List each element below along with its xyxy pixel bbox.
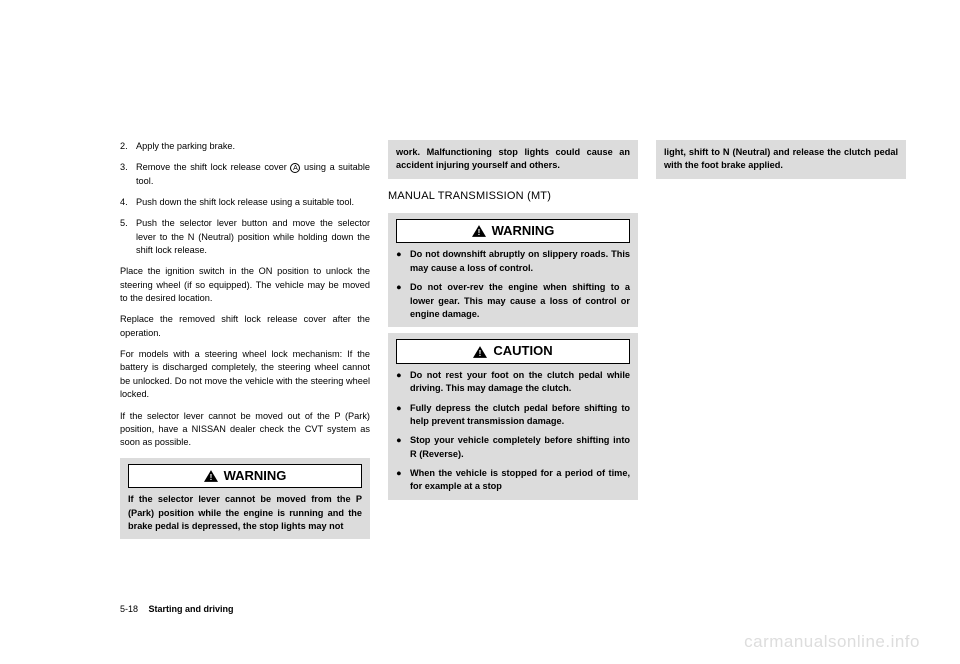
warning-text: If the selector lever cannot be moved fr… <box>128 493 362 533</box>
bullet-text: Do not downshift abruptly on slippery ro… <box>410 248 630 275</box>
bullet-icon: ● <box>396 434 410 461</box>
section-title: MANUAL TRANSMISSION (MT) <box>388 189 638 205</box>
caution-label: CAUTION <box>493 342 552 361</box>
list-number: 3. <box>120 161 136 188</box>
list-text: Push down the shift lock release using a… <box>136 196 370 209</box>
warning-header: ! WARNING <box>396 219 630 244</box>
bullet-item: ● Do not downshift abruptly on slippery … <box>396 248 630 275</box>
warning-label: WARNING <box>492 222 555 241</box>
bullet-text: Do not rest your foot on the clutch peda… <box>410 369 630 396</box>
paragraph: For models with a steering wheel lock me… <box>120 348 370 401</box>
list-text: Remove the shift lock release cover A us… <box>136 161 370 188</box>
list-item: 4. Push down the shift lock release usin… <box>120 196 370 209</box>
section-name: Starting and driving <box>149 604 234 614</box>
svg-text:!: ! <box>479 349 482 358</box>
paragraph: Place the ignition switch in the ON posi… <box>120 265 370 305</box>
bullet-item: ● Do not over-rev the engine when shifti… <box>396 281 630 321</box>
caution-icon: ! <box>473 346 487 358</box>
bullet-text: Stop your vehicle completely before shif… <box>410 434 630 461</box>
list-number: 5. <box>120 217 136 257</box>
caution-box: ! CAUTION ● Do not rest your foot on the… <box>388 333 638 500</box>
list-text: Push the selector lever button and move … <box>136 217 370 257</box>
bullet-item: ● Stop your vehicle completely before sh… <box>396 434 630 461</box>
page-number: 5-18 <box>120 604 138 614</box>
column-3: light, shift to N (Neutral) and release … <box>656 140 906 539</box>
list-number: 2. <box>120 140 136 153</box>
caution-continuation-box: light, shift to N (Neutral) and release … <box>656 140 906 179</box>
paragraph: Replace the removed shift lock release c… <box>120 313 370 340</box>
bullet-item: ● Do not rest your foot on the clutch pe… <box>396 369 630 396</box>
list-item: 5. Push the selector lever button and mo… <box>120 217 370 257</box>
bullet-icon: ● <box>396 369 410 396</box>
bullet-text: Fully depress the clutch pedal before sh… <box>410 402 630 429</box>
text-span: Remove the shift lock release cover <box>136 162 287 172</box>
warning-text: work. Malfunctioning stop lights could c… <box>396 146 630 173</box>
caution-text: light, shift to N (Neutral) and release … <box>664 146 898 173</box>
list-item: 2. Apply the parking brake. <box>120 140 370 153</box>
page-content: 2. Apply the parking brake. 3. Remove th… <box>0 0 960 559</box>
bullet-text: Do not over-rev the engine when shifting… <box>410 281 630 321</box>
list-item: 3. Remove the shift lock release cover A… <box>120 161 370 188</box>
warning-icon: ! <box>204 470 218 482</box>
bullet-icon: ● <box>396 467 410 494</box>
watermark: carmanualsonline.info <box>744 632 920 652</box>
bullet-icon: ● <box>396 281 410 321</box>
marker-a-icon: A <box>290 163 300 173</box>
svg-text:!: ! <box>209 473 212 482</box>
warning-label: WARNING <box>224 467 287 486</box>
svg-text:!: ! <box>477 228 480 237</box>
paragraph: If the selector lever cannot be moved ou… <box>120 410 370 450</box>
warning-box: ! WARNING If the selector lever cannot b… <box>120 458 370 540</box>
page-footer: 5-18 Starting and driving <box>120 604 234 614</box>
warning-box: ! WARNING ● Do not downshift abruptly on… <box>388 213 638 328</box>
bullet-item: ● Fully depress the clutch pedal before … <box>396 402 630 429</box>
warning-continuation-box: work. Malfunctioning stop lights could c… <box>388 140 638 179</box>
list-number: 4. <box>120 196 136 209</box>
bullet-icon: ● <box>396 402 410 429</box>
column-2: work. Malfunctioning stop lights could c… <box>388 140 638 539</box>
bullet-icon: ● <box>396 248 410 275</box>
bullet-text: When the vehicle is stopped for a period… <box>410 467 630 494</box>
warning-header: ! WARNING <box>128 464 362 489</box>
bullet-item: ● When the vehicle is stopped for a peri… <box>396 467 630 494</box>
column-1: 2. Apply the parking brake. 3. Remove th… <box>120 140 370 539</box>
list-text: Apply the parking brake. <box>136 140 370 153</box>
caution-header: ! CAUTION <box>396 339 630 364</box>
warning-icon: ! <box>472 225 486 237</box>
